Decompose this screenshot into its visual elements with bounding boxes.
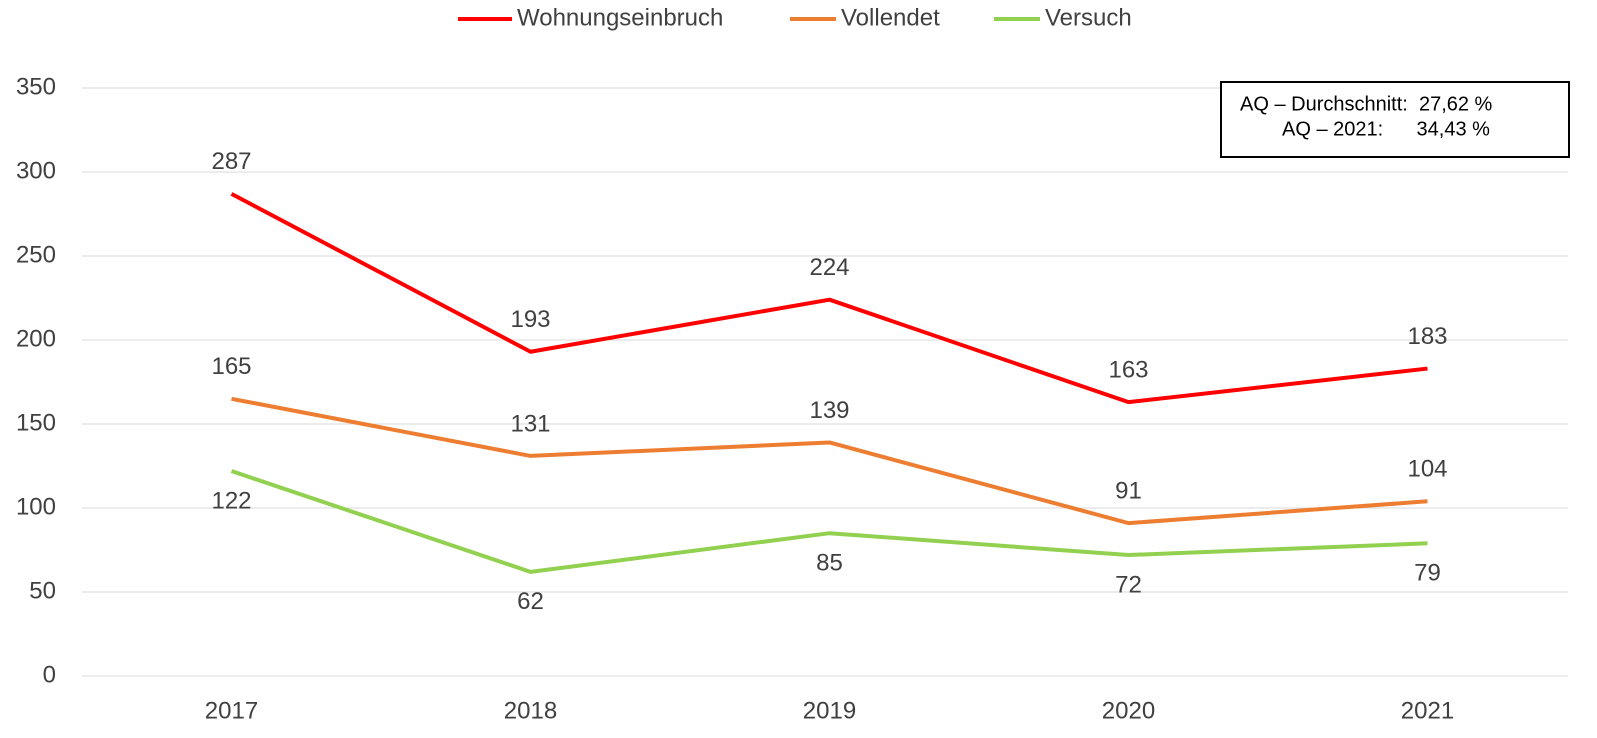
y-tick-label: 0	[43, 661, 56, 688]
y-tick-label: 350	[16, 73, 56, 100]
legend-label: Vollendet	[841, 4, 940, 31]
x-tick-label: 2019	[803, 697, 856, 724]
x-tick-label: 2017	[205, 697, 258, 724]
data-label: 91	[1115, 477, 1142, 504]
legend-label: Wohnungseinbruch	[517, 4, 723, 31]
data-label: 79	[1414, 560, 1441, 587]
y-tick-label: 100	[16, 493, 56, 520]
series-line	[230, 192, 1428, 405]
data-label: 131	[510, 410, 550, 437]
data-label: 72	[1115, 571, 1142, 598]
data-label: 224	[809, 254, 849, 281]
annotation-box	[1220, 81, 1570, 158]
y-tick-label: 150	[16, 409, 56, 436]
y-tick-label: 200	[16, 325, 56, 352]
data-label: 85	[816, 550, 843, 577]
x-tick-label: 2021	[1401, 697, 1454, 724]
x-tick-label: 2020	[1102, 697, 1155, 724]
data-label: 163	[1108, 357, 1148, 384]
series-line	[230, 469, 1428, 574]
data-label: 104	[1407, 456, 1447, 483]
data-label: 193	[510, 306, 550, 333]
data-label: 139	[809, 397, 849, 424]
data-label: 287	[211, 148, 251, 175]
annotation: AQ – 2021: 34,43 %	[1282, 118, 1490, 140]
annotation: AQ – Durchschnitt: 27,62 %	[1240, 93, 1493, 115]
y-tick-label: 300	[16, 157, 56, 184]
data-label: 122	[211, 487, 251, 514]
series-line	[231, 396, 1428, 526]
data-label: 62	[517, 588, 544, 615]
data-label: 165	[211, 353, 251, 380]
x-tick-label: 2018	[504, 697, 557, 724]
y-tick-label: 250	[16, 241, 56, 268]
legend-label: Versuch	[1045, 4, 1132, 31]
data-label: 183	[1407, 323, 1447, 350]
y-tick-label: 50	[29, 577, 56, 604]
